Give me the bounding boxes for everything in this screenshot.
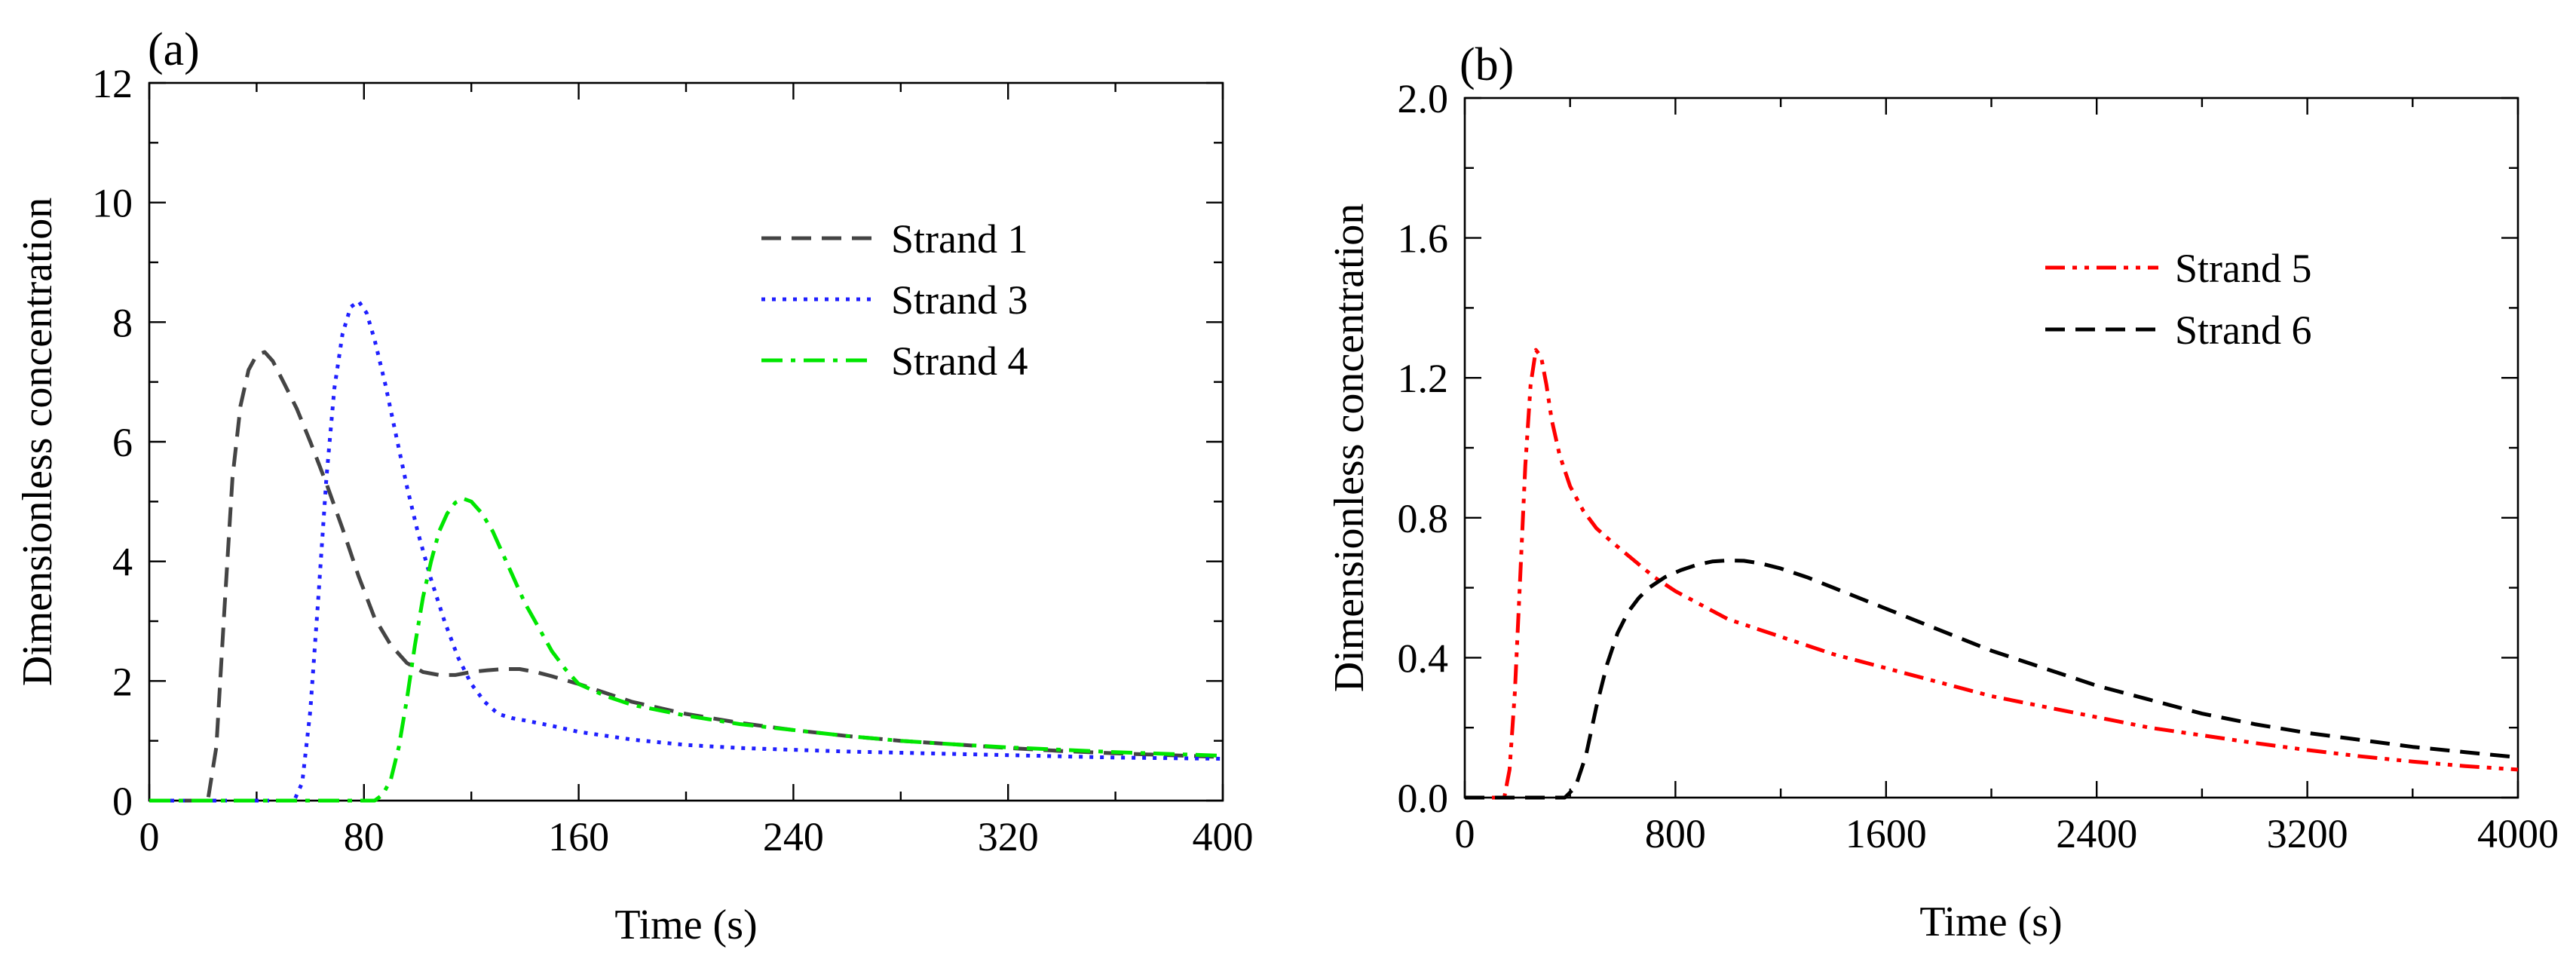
series-line-strand-4 — [149, 496, 1224, 803]
y-tick-label: 8 — [112, 300, 133, 345]
panel-a-label: (a) — [148, 24, 200, 75]
panel-a-xlabel: Time (s) — [614, 902, 757, 948]
y-tick-label: 1.2 — [1398, 356, 1449, 401]
panel-b-plot-frame — [1463, 96, 2519, 799]
y-tick-label: 4 — [112, 540, 133, 585]
x-tick-label: 320 — [978, 814, 1039, 859]
panel-b-label: (b) — [1460, 39, 1514, 90]
series-line-strand-1 — [149, 350, 1224, 803]
y-tick-label: 0.4 — [1398, 636, 1449, 681]
x-tick-label: 4000 — [2477, 811, 2559, 856]
x-tick-label: 240 — [763, 814, 824, 859]
panel-b: (b) 0 800 1600 2400 3200 4000 0.0 0.4 0.8 1.2 1.6 2… — [1326, 39, 2559, 945]
panel-a-ylabel: Dimensionless concentration — [14, 198, 61, 687]
panel-a-series — [149, 299, 1224, 803]
y-tick-label: 0.0 — [1398, 776, 1449, 821]
legend-label-strand-3: Strand 3 — [891, 277, 1028, 323]
x-tick-label: 80 — [344, 814, 384, 859]
y-tick-label: 2.0 — [1398, 76, 1449, 121]
x-tick-label: 2400 — [2056, 811, 2137, 856]
panel-b-ylabel: Dimensionless concentration — [1326, 204, 1373, 693]
x-tick-label: 400 — [1193, 814, 1254, 859]
panel-a-tick-labels: 0 80 160 240 320 400 0 2 4 6 8 10 12 — [92, 61, 1254, 859]
series-line-strand-3 — [149, 299, 1224, 803]
x-tick-label: 0 — [139, 814, 160, 859]
y-tick-label: 10 — [92, 181, 133, 226]
panel-b-series — [1465, 348, 2519, 800]
y-tick-label: 12 — [92, 61, 133, 106]
panel-a-ticks — [148, 81, 1224, 802]
y-tick-label: 2 — [112, 659, 133, 704]
panel-a: (a) 0 80 160 240 320 400 0 2 4 6 8 10 12 Time (s) Di… — [14, 24, 1254, 948]
y-tick-label: 1.6 — [1398, 216, 1449, 262]
panel-b-ticks — [1463, 96, 2519, 799]
x-tick-label: 800 — [1645, 811, 1706, 856]
legend-label-strand-6: Strand 6 — [2175, 308, 2312, 353]
panel-b-xlabel: Time (s) — [1919, 899, 2062, 945]
legend-label-strand-1: Strand 1 — [891, 216, 1028, 262]
legend-label-strand-4: Strand 4 — [891, 338, 1028, 384]
panel-b-tick-labels: 0 800 1600 2400 3200 4000 0.0 0.4 0.8 1.2 1.6 2.0 — [1398, 76, 2559, 856]
x-tick-label: 3200 — [2267, 811, 2348, 856]
x-tick-label: 1600 — [1845, 811, 1927, 856]
y-tick-label: 6 — [112, 420, 133, 465]
series-line-strand-6 — [1465, 558, 2519, 800]
panel-a-legend: Strand 1 Strand 3 Strand 4 — [761, 216, 1028, 384]
y-tick-label: 0.8 — [1398, 496, 1449, 541]
panel-b-legend: Strand 5 Strand 6 — [2045, 246, 2312, 353]
x-tick-label: 0 — [1455, 811, 1475, 856]
legend-label-strand-5: Strand 5 — [2175, 246, 2312, 291]
x-tick-label: 160 — [548, 814, 609, 859]
y-tick-label: 0 — [112, 779, 133, 824]
series-line-strand-5 — [1465, 348, 2519, 800]
